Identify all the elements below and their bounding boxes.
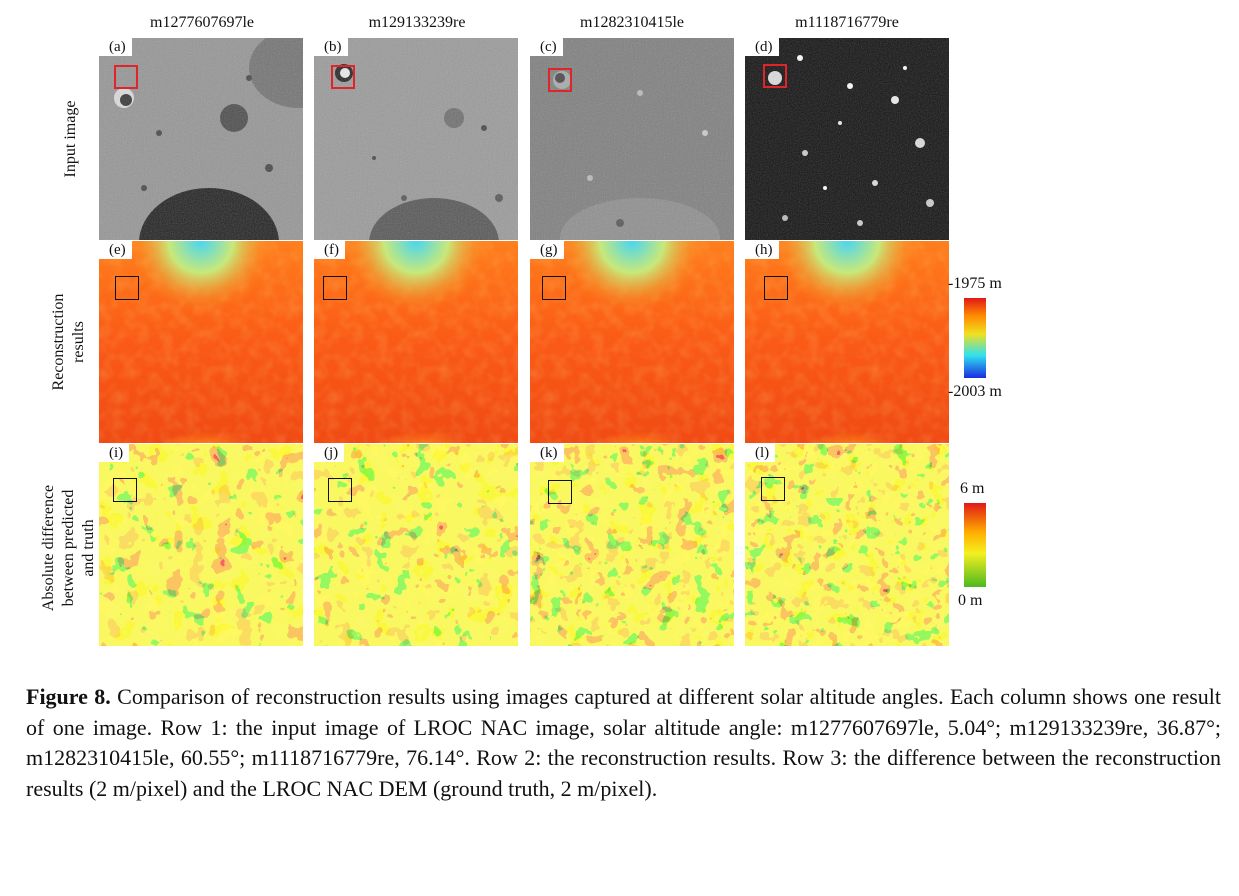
figure-caption: Figure 8. Comparison of reconstruction r… [26, 682, 1221, 804]
colorbar-reconstruction [964, 298, 986, 378]
panel-j-difference: (j) [314, 444, 518, 646]
panel-letter-j: (j) [314, 444, 345, 462]
panel-letter-d: (d) [745, 38, 779, 56]
roi-box-b [331, 65, 355, 89]
row-label-difference: Absolute difference between predicted an… [40, 484, 97, 612]
panel-d-input-image: (d) [745, 38, 949, 240]
panel-letter-k: (k) [530, 444, 564, 462]
colorbar-difference-top-label: 6 m [960, 480, 985, 497]
figure-caption-text: Comparison of reconstruction results usi… [26, 684, 1221, 801]
roi-box-l [761, 477, 785, 501]
panel-l-difference: (l) [745, 444, 949, 646]
panel-i-difference: (i) [99, 444, 303, 646]
panel-letter-f: (f) [314, 241, 345, 259]
panel-letter-h: (h) [745, 241, 779, 259]
panel-letter-a: (a) [99, 38, 132, 56]
panel-letter-b: (b) [314, 38, 348, 56]
panel-h-reconstruction: (h) [745, 241, 949, 443]
panel-letter-e: (e) [99, 241, 132, 259]
roi-box-k [548, 480, 572, 504]
column-title-2: m129133239re [368, 14, 466, 31]
panel-letter-g: (g) [530, 241, 564, 259]
roi-box-g [542, 276, 566, 300]
roi-box-i [113, 478, 137, 502]
panel-letter-l: (l) [745, 444, 776, 462]
colorbar-reconstruction-top-label: -1975 m [948, 275, 1002, 292]
panel-letter-i: (i) [99, 444, 130, 462]
panel-c-input-image: (c) [530, 38, 734, 240]
roi-box-e [115, 276, 139, 300]
panel-e-reconstruction: (e) [99, 241, 303, 443]
column-title-3: m1282310415le [580, 14, 684, 31]
panel-b-input-image: (b) [314, 38, 518, 240]
roi-box-j [328, 478, 352, 502]
roi-box-h [764, 276, 788, 300]
row-label-input: Input image [62, 100, 79, 178]
figure-label: Figure 8. [26, 684, 111, 709]
panel-letter-c: (c) [530, 38, 563, 56]
colorbar-difference-bottom-label: 0 m [958, 592, 983, 609]
roi-box-f [323, 276, 347, 300]
row-label-reconstruction: Reconstruction results [50, 293, 87, 391]
roi-box-d [763, 64, 787, 88]
panel-f-reconstruction: (f) [314, 241, 518, 443]
roi-box-c [548, 68, 572, 92]
panel-a-input-image: (a) [99, 38, 303, 240]
panel-k-difference: (k) [530, 444, 734, 646]
roi-box-a [114, 65, 138, 89]
column-title-1: m1277607697le [150, 14, 254, 31]
colorbar-difference [964, 503, 986, 587]
panel-g-reconstruction: (g) [530, 241, 734, 443]
column-title-4: m1118716779re [795, 14, 899, 31]
colorbar-reconstruction-bottom-label: -2003 m [948, 383, 1002, 400]
